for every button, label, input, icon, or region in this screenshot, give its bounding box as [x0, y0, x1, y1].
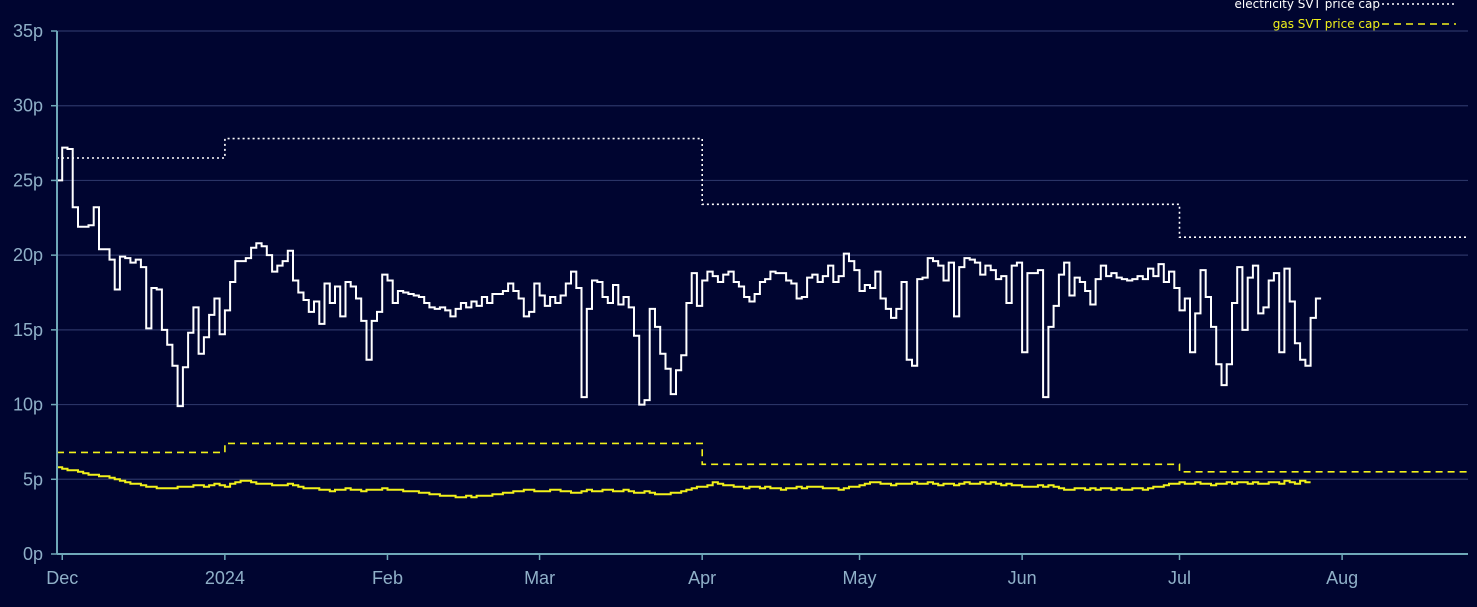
x-tick-label: 2024: [205, 568, 245, 588]
gas-cap-line: [57, 442, 1468, 473]
y-tick-label: 0p: [23, 544, 43, 564]
x-axis-ticks: Dec 2024 Feb Mar Apr May Jun Jul Aug: [46, 554, 1358, 588]
x-tick-label: May: [843, 568, 877, 588]
gas-price-line: [57, 466, 1311, 499]
y-tick-label: 30p: [13, 96, 43, 116]
y-tick-label: 35p: [13, 21, 43, 41]
series-lines: [57, 137, 1468, 499]
y-axis-ticks: 0p 5p 10p 15p 20p 25p 30p 35p: [13, 21, 57, 564]
x-tick-label: Jul: [1168, 568, 1191, 588]
x-tick-label: Jun: [1008, 568, 1037, 588]
y-tick-label: 5p: [23, 469, 43, 489]
x-tick-label: Mar: [524, 568, 555, 588]
legend-label: gas SVT price cap: [1273, 17, 1380, 31]
x-tick-label: Aug: [1326, 568, 1358, 588]
legend-label: electricity SVT price cap: [1235, 0, 1380, 11]
legend: electricity SVT price cap gas SVT price c…: [1235, 0, 1456, 31]
x-tick-label: Dec: [46, 568, 78, 588]
electricity-price-line: [57, 146, 1322, 408]
x-tick-label: Apr: [688, 568, 716, 588]
x-tick-label: Feb: [372, 568, 403, 588]
y-tick-label: 25p: [13, 170, 43, 190]
y-tick-label: 15p: [13, 320, 43, 340]
y-tick-label: 10p: [13, 395, 43, 415]
y-tick-label: 20p: [13, 245, 43, 265]
electricity-cap-line: [57, 137, 1468, 238]
